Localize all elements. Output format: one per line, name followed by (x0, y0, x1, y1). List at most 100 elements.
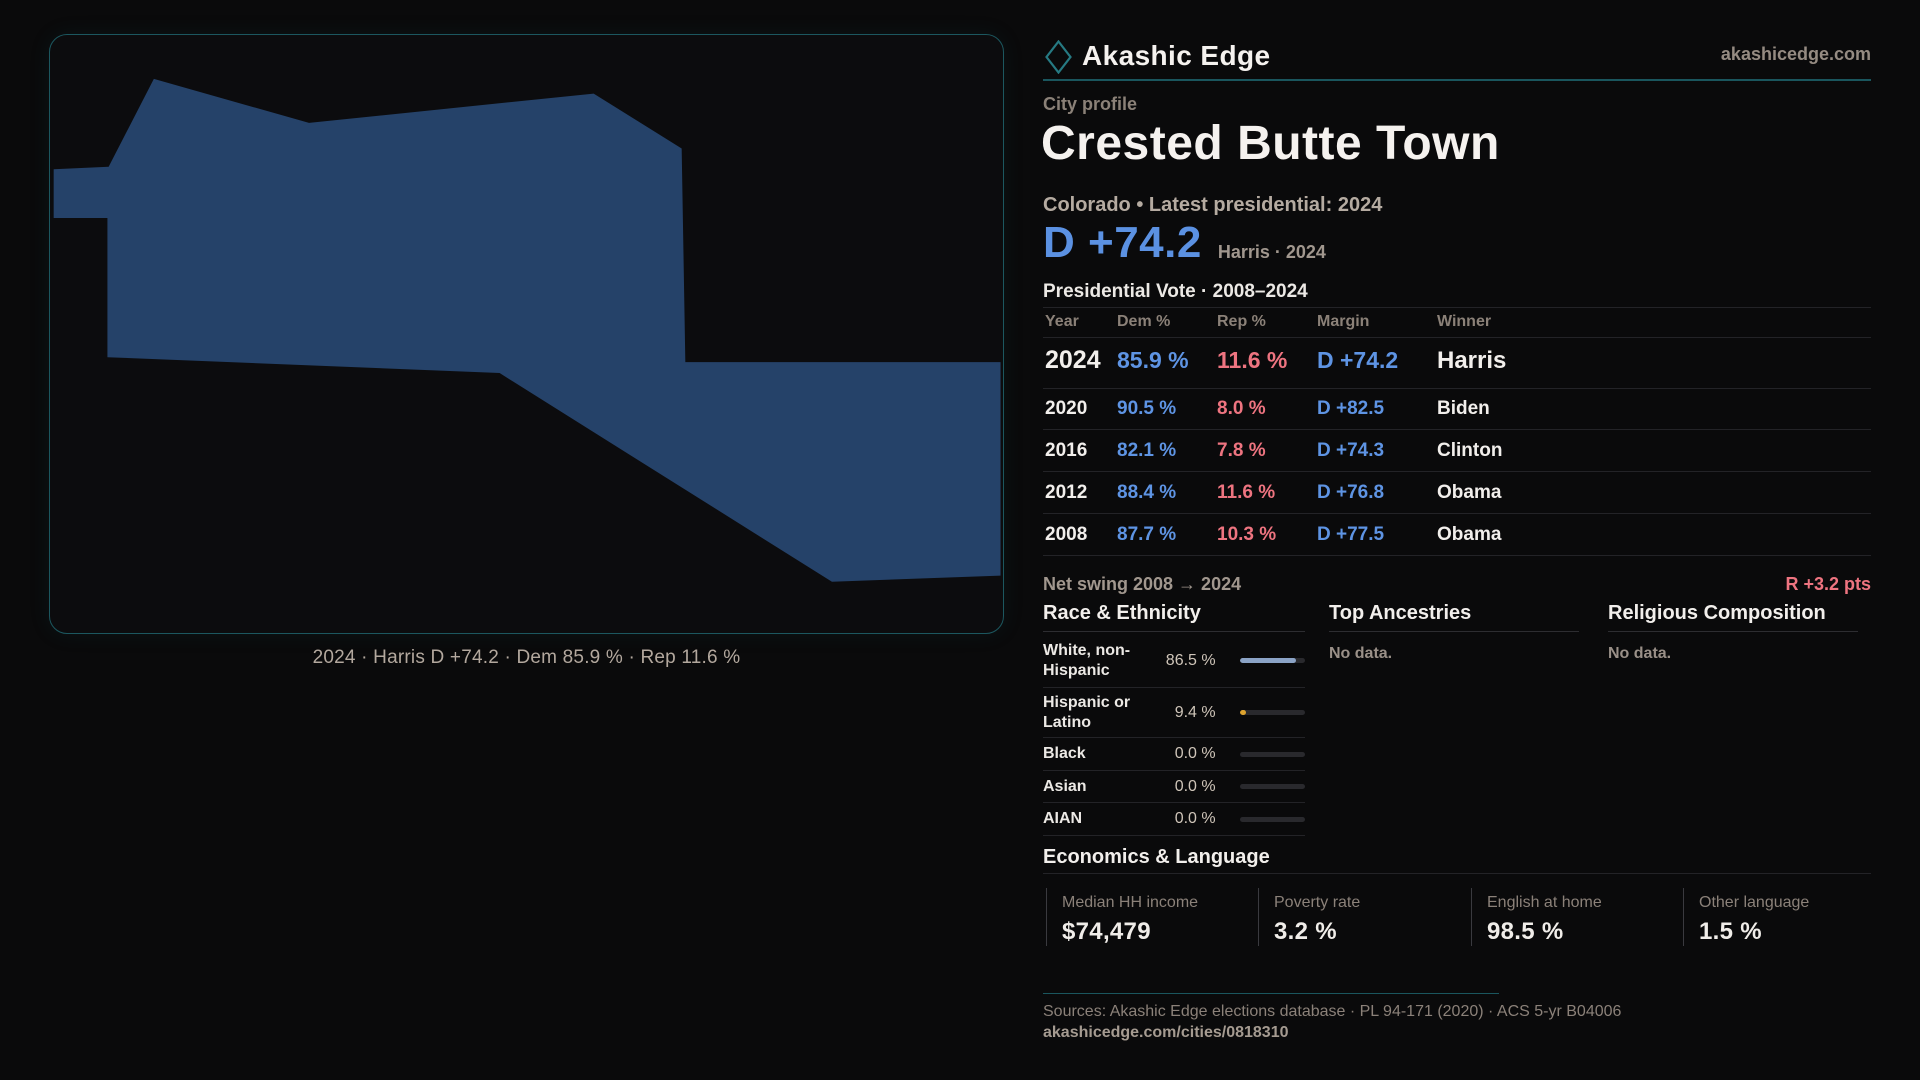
stat-label: Other language (1699, 894, 1810, 911)
stat-label: Poverty rate (1274, 894, 1361, 911)
cell-rep: 11.6 % (1217, 347, 1288, 373)
race-label: AIAN (1043, 810, 1083, 827)
cell-dem: 85.9 % (1117, 347, 1189, 373)
race-bar (1239, 751, 1306, 757)
section-title-religion: Religious Composition (1608, 602, 1826, 624)
cell-winner: Obama (1437, 482, 1502, 503)
headline-context: Harris · 2024 (1217, 242, 1326, 262)
race-label: Black (1043, 745, 1086, 762)
col-header-margin: Margin (1317, 313, 1370, 330)
vote-table-title: Presidential Vote · 2008–2024 (1043, 281, 1308, 302)
cell-margin: D +77.5 (1317, 524, 1385, 545)
town-boundary-map (53, 78, 1001, 582)
divider (1043, 388, 1871, 389)
table-row-2020: 2020 90.5 % 8.0 % D +82.5 Biden (1045, 398, 1871, 420)
header-divider (1043, 79, 1871, 81)
stat-label: Median HH income (1062, 894, 1199, 911)
section-title-race: Race & Ethnicity (1043, 602, 1201, 624)
cell-year: 2016 (1045, 440, 1088, 461)
race-bar-fill (1239, 658, 1297, 663)
divider (1329, 631, 1579, 632)
race-bar (1239, 784, 1306, 789)
race-row-aian: AIAN 0.0 % (1043, 803, 1306, 836)
col-header-rep: Rep % (1217, 313, 1266, 330)
race-bar (1239, 816, 1306, 822)
cell-year: 2008 (1045, 524, 1088, 545)
cell-margin: D +74.2 (1317, 347, 1399, 373)
cell-rep: 7.8 % (1217, 440, 1266, 461)
divider (1608, 631, 1858, 632)
race-bar (1239, 658, 1306, 663)
race-ethnicity-list: White, non-Hispanic 86.5 % Hispanic or L… (1043, 634, 1306, 836)
race-row-asian: Asian 0.0 % (1043, 771, 1306, 803)
race-value: 0.0 % (1174, 745, 1216, 762)
permalink[interactable]: akashicedge.com/cities/0818310 (1043, 1024, 1289, 1041)
brand-name: Akashic Edge (1082, 40, 1271, 71)
cell-dem: 90.5 % (1117, 398, 1177, 419)
ancestries-empty-state: No data. (1329, 645, 1393, 662)
net-swing-value: R +3.2 pts (1785, 574, 1871, 594)
cell-rep: 11.6 % (1217, 482, 1276, 503)
kicker-city-profile: City profile (1043, 94, 1138, 114)
brand-diamond-icon (1045, 39, 1072, 79)
divider (1043, 873, 1871, 874)
religion-empty-state: No data. (1608, 645, 1672, 662)
divider (1043, 631, 1305, 632)
stat-value: $74,479 (1062, 918, 1151, 945)
col-header-dem: Dem % (1117, 313, 1171, 330)
race-value: 9.4 % (1174, 703, 1216, 721)
race-row-black: Black 0.0 % (1043, 738, 1306, 771)
race-label: Hispanic or Latino (1043, 693, 1131, 731)
map-caption: 2024 · Harris D +74.2 · Dem 85.9 % · Rep… (312, 647, 741, 668)
stat-card-poverty-rate: Poverty rate 3.2 % (1258, 888, 1458, 946)
cell-winner: Biden (1437, 398, 1490, 419)
race-label: Asian (1043, 777, 1087, 795)
race-label: White, non-Hispanic (1043, 641, 1131, 679)
table-row-2008: 2008 87.7 % 10.3 % D +77.5 Obama (1045, 524, 1871, 546)
cell-winner: Clinton (1437, 440, 1503, 461)
headline-margin-row: D +74.2 Harris · 2024 (1043, 218, 1326, 268)
stat-value: 98.5 % (1487, 918, 1564, 945)
race-value: 86.5 % (1165, 651, 1216, 669)
divider (1043, 307, 1871, 308)
table-row-2024: 2024 85.9 % 11.6 % D +74.2 Harris (1045, 346, 1871, 375)
race-row-hispanic: Hispanic or Latino 9.4 % (1043, 688, 1306, 738)
race-row-white: White, non-Hispanic 86.5 % (1043, 634, 1306, 688)
divider (1043, 429, 1871, 430)
race-value: 0.0 % (1174, 810, 1216, 827)
table-row-2016: 2016 82.1 % 7.8 % D +74.3 Clinton (1045, 440, 1871, 462)
page-title: Crested Butte Town (1041, 117, 1500, 170)
divider (1043, 555, 1871, 556)
cell-dem: 87.7 % (1117, 524, 1177, 545)
stat-label: English at home (1487, 894, 1602, 911)
footer-divider (1043, 993, 1499, 994)
divider (1043, 513, 1871, 514)
cell-dem: 82.1 % (1117, 440, 1177, 461)
section-title-ancestries: Top Ancestries (1329, 602, 1472, 624)
stat-card-english-at-home: English at home 98.5 % (1471, 888, 1671, 946)
stat-card-median-income: Median HH income $74,479 (1046, 888, 1246, 946)
cell-winner: Obama (1437, 524, 1502, 545)
cell-dem: 88.4 % (1117, 482, 1177, 503)
cell-margin: D +74.3 (1317, 440, 1385, 461)
cell-winner: Harris (1437, 346, 1507, 374)
divider (1043, 337, 1871, 338)
table-row-2012: 2012 88.4 % 11.6 % D +76.8 Obama (1045, 482, 1871, 504)
net-swing-label: Net swing 2008 → 2024 (1043, 574, 1242, 594)
cell-year: 2012 (1045, 482, 1088, 503)
brand-domain-link[interactable]: akashicedge.com (1720, 44, 1871, 64)
stat-value: 1.5 % (1699, 918, 1762, 945)
cell-margin: D +76.8 (1317, 482, 1385, 503)
cell-year: 2024 (1045, 346, 1101, 374)
cell-year: 2020 (1045, 398, 1088, 419)
stat-card-other-language: Other language 1.5 % (1683, 888, 1883, 946)
section-title-economics: Economics & Language (1043, 846, 1270, 868)
race-value: 0.0 % (1174, 777, 1216, 795)
cell-margin: D +82.5 (1317, 398, 1385, 419)
race-bar-fill (1239, 710, 1246, 715)
vote-table-header: Year Dem % Rep % Margin Winner (1045, 313, 1871, 331)
headline-margin-value: D +74.2 (1043, 218, 1202, 267)
sources-text: Sources: Akashic Edge elections database… (1043, 1003, 1622, 1020)
town-boundary-polygon (53, 78, 1001, 582)
